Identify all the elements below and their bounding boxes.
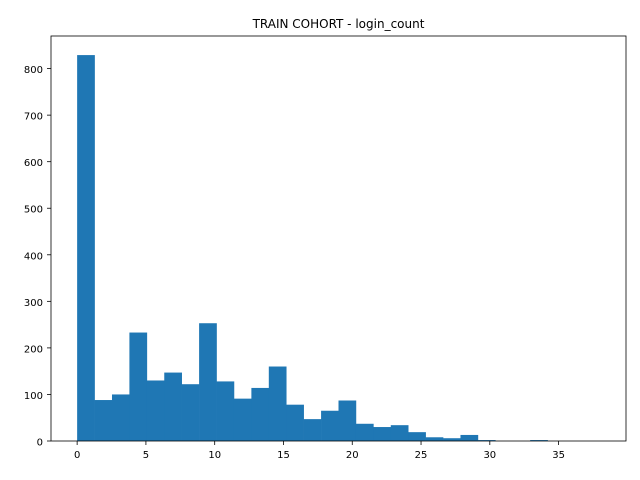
y-tick-label: 0 — [37, 438, 43, 449]
histogram-bar — [373, 427, 392, 441]
x-tick-label: 0 — [74, 450, 80, 461]
histogram-bar — [94, 400, 113, 441]
histogram-bar — [146, 380, 165, 441]
y-tick-label: 800 — [24, 65, 43, 76]
x-axis-ticks: 0 5 10 15 20 25 30 35 — [74, 441, 565, 461]
histogram-bar — [216, 381, 235, 441]
histogram-bar — [181, 384, 200, 441]
histogram-bar — [303, 419, 322, 441]
y-tick-label: 600 — [24, 158, 43, 169]
histogram-bar — [233, 398, 252, 441]
histogram-bar — [425, 437, 444, 441]
x-tick-label: 35 — [552, 450, 565, 461]
histogram-bar — [338, 400, 357, 441]
histogram-bar — [164, 372, 182, 441]
x-tick-label: 5 — [143, 450, 149, 461]
histogram-bar — [111, 394, 130, 441]
x-tick-label: 10 — [208, 450, 221, 461]
y-tick-label: 300 — [24, 298, 43, 309]
y-tick-label: 500 — [24, 205, 43, 216]
histogram-bar — [199, 323, 217, 441]
y-tick-label: 100 — [24, 391, 43, 402]
y-tick-label: 200 — [24, 344, 43, 355]
bars-group — [77, 55, 548, 441]
x-tick-label: 30 — [483, 450, 496, 461]
histogram-bar — [268, 366, 287, 441]
histogram-bar — [355, 423, 374, 441]
x-tick-label: 25 — [415, 450, 428, 461]
chart-title: TRAIN COHORT - login_count — [252, 17, 425, 31]
histogram-bar — [477, 440, 496, 441]
y-tick-label: 400 — [24, 251, 43, 262]
histogram-bar — [251, 387, 270, 441]
histogram-bar — [390, 425, 409, 441]
y-tick-label: 700 — [24, 112, 43, 123]
histogram-bar — [460, 434, 479, 441]
plot-frame — [50, 35, 627, 442]
x-tick-label: 20 — [346, 450, 359, 461]
x-tick-label: 15 — [277, 450, 290, 461]
histogram-bar — [321, 410, 339, 441]
histogram-bar — [443, 438, 461, 441]
histogram-bar — [408, 432, 426, 441]
histogram-bar — [530, 440, 548, 441]
histogram-bar — [286, 404, 304, 441]
histogram-bar — [77, 55, 95, 441]
histogram-bar — [129, 332, 148, 441]
y-axis-ticks: 0 100 200 300 400 500 600 700 800 — [24, 65, 51, 449]
